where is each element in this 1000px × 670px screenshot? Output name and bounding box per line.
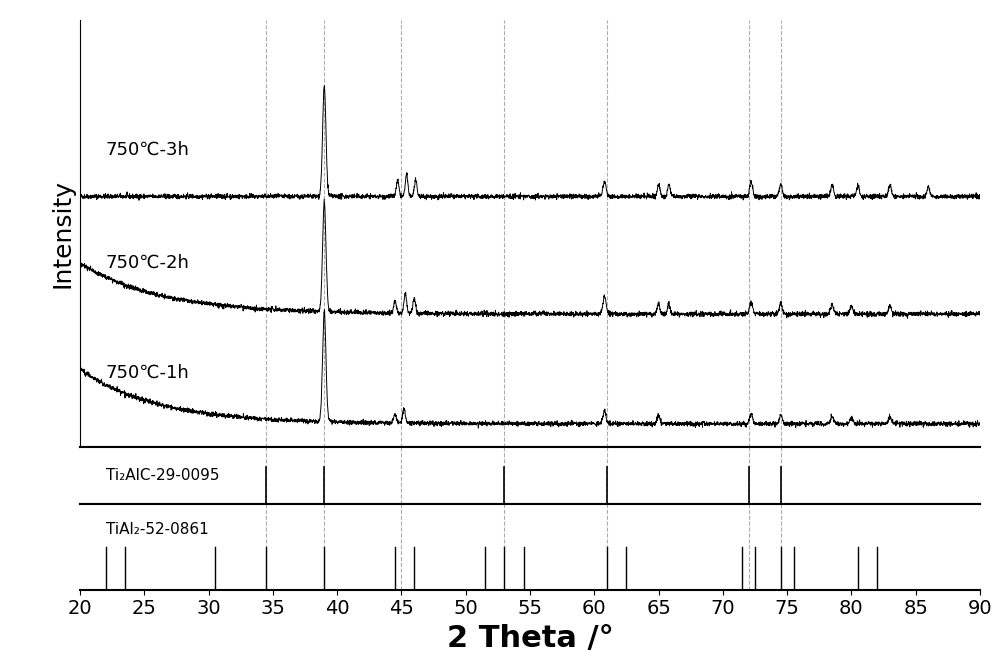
X-axis label: 2 Theta /°: 2 Theta /°	[447, 624, 613, 653]
Text: Ti₂AlC-29-0095: Ti₂AlC-29-0095	[106, 468, 219, 483]
Text: 750℃-1h: 750℃-1h	[106, 364, 189, 382]
Y-axis label: Intensity: Intensity	[50, 179, 74, 288]
Text: 750℃-3h: 750℃-3h	[106, 141, 190, 158]
Text: 750℃-2h: 750℃-2h	[106, 254, 190, 272]
Text: TiAl₂-52-0861: TiAl₂-52-0861	[106, 523, 208, 537]
